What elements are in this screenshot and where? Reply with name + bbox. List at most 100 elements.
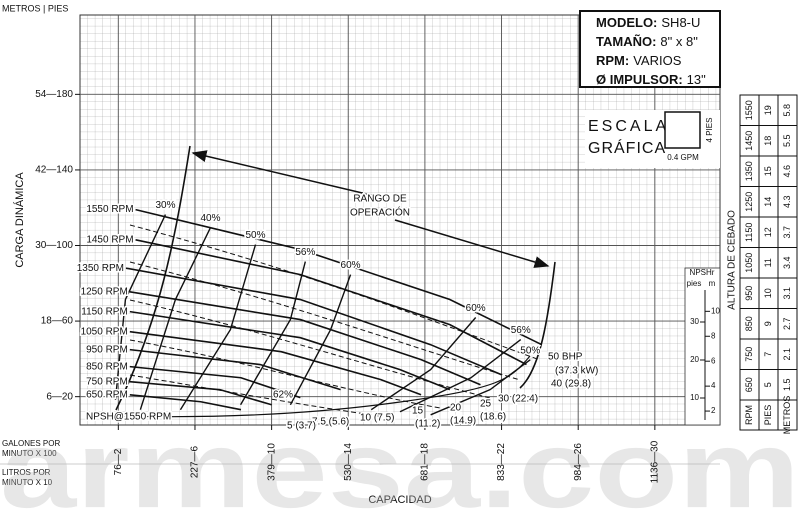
table-cell: 1.5: [782, 378, 792, 391]
table-cell: 3.1: [782, 287, 792, 300]
rpm-curve: [125, 267, 502, 376]
table-header: PIES: [763, 405, 773, 426]
x-axis-title: CAPACIDAD: [368, 494, 431, 506]
range-label: RANGO DE: [353, 194, 407, 205]
rpm-curve: [129, 380, 272, 406]
table-cell: 12: [763, 227, 773, 237]
npshr-feet: pies: [687, 279, 702, 288]
plot-frame: [79, 14, 721, 426]
y-tick-label: 18—60: [41, 316, 74, 327]
efficiency-curve: [289, 274, 352, 406]
bhp-line: [129, 299, 491, 399]
range-left: [115, 145, 191, 411]
bhp-label: 30 (22.4): [498, 394, 538, 405]
plot-layer: [80, 15, 720, 425]
peak-label: 62%: [273, 390, 293, 401]
x-units: LITROS POR: [2, 468, 51, 477]
table-cell: 3.4: [782, 256, 792, 269]
efficiency-curve: [399, 339, 522, 413]
bhp-label: 40 (29.8): [551, 379, 591, 390]
info-line: MODELO: SH8-U: [596, 15, 700, 30]
efficiency-label: 50%: [246, 230, 266, 241]
npshr-tick-label: 20: [690, 355, 699, 364]
npshr-m: m: [709, 279, 716, 288]
info-label: MODELO:: [596, 15, 657, 30]
table-header: RPM: [744, 405, 754, 425]
table-header: METROS: [782, 396, 792, 435]
x-tick-label: 1136—30: [649, 440, 660, 483]
npshr-tick-label: 30: [690, 317, 699, 326]
efficiency-curve: [239, 261, 307, 406]
table-cell: 1550: [744, 100, 754, 120]
range-arrow: [394, 219, 550, 268]
x-units: GALONES POR: [2, 439, 60, 448]
priming-cells: RPM PIES METROS 650 5 1.5 750 7 2.1 850 9 2.7 950 10 3…: [740, 94, 797, 435]
npshr-title: NPSHr: [690, 268, 715, 277]
rpm-label: 750 RPM: [86, 376, 128, 387]
rpm-label: 1350 RPM: [77, 263, 124, 274]
scale-height: 4 PIES: [705, 118, 714, 143]
bhp-line: [129, 374, 381, 417]
table-cell: 650: [744, 377, 754, 392]
table-cell: 18: [763, 136, 773, 146]
table-cell: 5.8: [782, 104, 792, 117]
watermark: armesa.com: [0, 408, 800, 510]
table-cell: 7: [763, 352, 773, 357]
range-label: OPERACIÓN: [350, 206, 410, 219]
table-cell: 750: [744, 347, 754, 362]
efficiency-curve: [370, 317, 477, 411]
rpm-curve: [129, 330, 422, 396]
info-value: 13": [687, 72, 706, 87]
table-cell: 2.1: [782, 348, 792, 361]
rpm-label: 1450 RPM: [86, 234, 133, 245]
x-tick-label: 681—18: [420, 443, 431, 481]
x-units: MINUTO X 10: [2, 478, 53, 487]
y-tick-label: 42—140: [35, 165, 73, 176]
efficiency-label: 56%: [511, 325, 531, 336]
table-cell: 1150: [744, 223, 754, 242]
info: MODELO: SH8-U TAMAÑO: 8" x 8" RPM: VARIOS Ø IM…: [596, 15, 706, 87]
x-units: MINUTO X 100: [2, 449, 57, 458]
efficiency-label: 60%: [466, 303, 486, 314]
x-tick-label: 530—14: [343, 443, 354, 481]
scale-title: GRÁFICA: [588, 138, 666, 157]
table-title: ALTURA DE CEBADO: [727, 210, 738, 310]
rpm-curve: [129, 291, 481, 386]
info-value: 8" x 8": [660, 34, 698, 49]
table-cell: 14: [763, 197, 773, 207]
efficiency-label: 56%: [295, 247, 315, 258]
table-cell: 850: [744, 316, 754, 331]
info-line: TAMAÑO: 8" x 8": [596, 34, 698, 49]
efficiency-label: 40%: [200, 213, 220, 224]
table-cell: 1250: [744, 192, 754, 212]
x-tick-label: 227—6: [190, 445, 201, 478]
table-cell: 5.5: [782, 134, 792, 147]
bhp-label: 7.5 (5.6): [312, 417, 349, 428]
rpm-curve: [129, 393, 242, 411]
scale-title: ESCALA: [588, 118, 669, 135]
efficiency-curve: [114, 214, 167, 400]
table-cell: 11: [763, 258, 773, 267]
rpm-curve: [129, 365, 301, 399]
table-cell: 1050: [744, 253, 754, 273]
npsh-label: NPSH@1550 RPM: [86, 412, 171, 423]
npshr-box: [684, 267, 721, 426]
x-tick-label: 833—22: [496, 443, 507, 481]
bhp-label: 5 (3.7): [287, 421, 316, 432]
info-label: Ø IMPULSOR:: [596, 72, 683, 87]
table-cell: 4.3: [782, 195, 792, 208]
efficiency-label: 50%: [520, 345, 540, 356]
y-tick-label: 30—100: [35, 240, 73, 251]
bhp-label: 10 (7.5): [360, 413, 394, 424]
npshr-tick-label: 10: [711, 306, 720, 315]
table-cell: 9: [763, 321, 773, 326]
table-cell: 19: [763, 105, 773, 115]
info-label: TAMAÑO:: [596, 34, 656, 49]
info-label: RPM:: [596, 53, 629, 68]
bhp-line: [129, 261, 521, 381]
rpm-label: 1050 RPM: [81, 326, 128, 337]
priming-table: [739, 94, 798, 431]
table-cell: 4.6: [782, 165, 792, 178]
x-tick-label: 984—26: [573, 443, 584, 481]
rpm-label: 950 RPM: [86, 344, 128, 355]
